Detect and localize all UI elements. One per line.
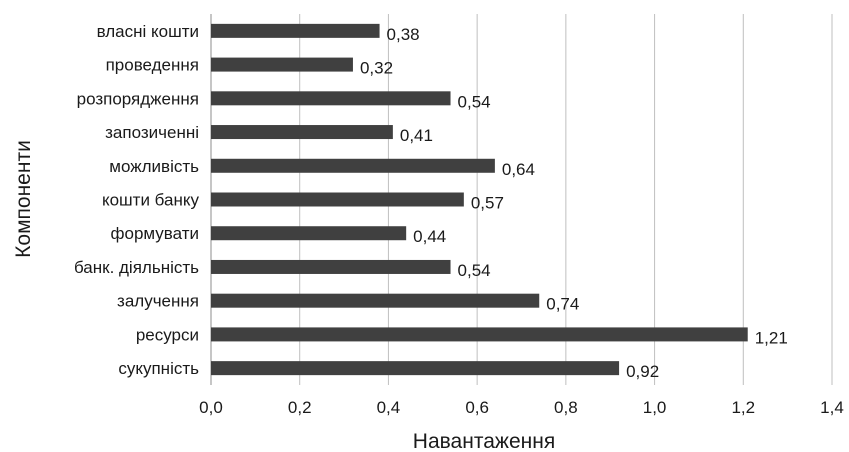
bar xyxy=(211,159,495,173)
category-label: запозиченні xyxy=(105,123,199,142)
bar xyxy=(211,58,353,72)
category-label: сукупність xyxy=(118,359,199,378)
data-label: 0,74 xyxy=(546,295,579,314)
bar xyxy=(211,24,380,38)
x-axis-title: Навантаження xyxy=(413,430,555,452)
data-label: 1,21 xyxy=(755,328,788,347)
bar xyxy=(211,226,406,240)
x-tick-label: 0,0 xyxy=(199,398,223,417)
category-label: кошти банку xyxy=(102,191,200,210)
bar xyxy=(211,361,619,375)
x-tick-label: 0,4 xyxy=(377,398,401,417)
category-label: банк. діяльність xyxy=(74,258,199,277)
x-tick-label: 1,4 xyxy=(820,398,844,417)
bar xyxy=(211,193,464,207)
bar xyxy=(211,260,451,274)
bar xyxy=(211,327,748,341)
category-label: можливість xyxy=(109,157,199,176)
data-label: 0,41 xyxy=(400,126,433,145)
data-label: 0,64 xyxy=(502,160,535,179)
x-tick-label: 1,0 xyxy=(643,398,667,417)
data-label: 0,92 xyxy=(626,362,659,381)
bar xyxy=(211,125,393,139)
x-tick-label: 0,8 xyxy=(554,398,578,417)
category-label: власні кошти xyxy=(97,22,199,41)
x-tick-label: 1,2 xyxy=(731,398,755,417)
x-tick-label: 0,2 xyxy=(288,398,312,417)
category-label: розпорядження xyxy=(77,89,199,108)
data-label: 0,44 xyxy=(413,227,446,246)
x-tick-labels: 0,0 0,2 0,4 0,6 0,8 1,0 1,2 1,4 xyxy=(199,398,844,417)
data-label: 0,54 xyxy=(458,92,491,111)
category-label: формувати xyxy=(111,224,199,243)
bar xyxy=(211,91,451,105)
category-label: залучення xyxy=(117,292,199,311)
bar xyxy=(211,294,539,308)
category-label: проведення xyxy=(106,56,199,75)
x-tick-label: 0,6 xyxy=(465,398,489,417)
category-labels: власні кошти проведення розпорядження запоз… xyxy=(74,22,200,378)
data-label: 0,54 xyxy=(458,261,491,280)
data-label: 0,38 xyxy=(387,25,420,44)
data-label: 0,32 xyxy=(360,59,393,78)
category-label: ресурси xyxy=(136,325,199,344)
data-label: 0,57 xyxy=(471,194,504,213)
y-axis-title: Компоненти xyxy=(12,140,35,258)
